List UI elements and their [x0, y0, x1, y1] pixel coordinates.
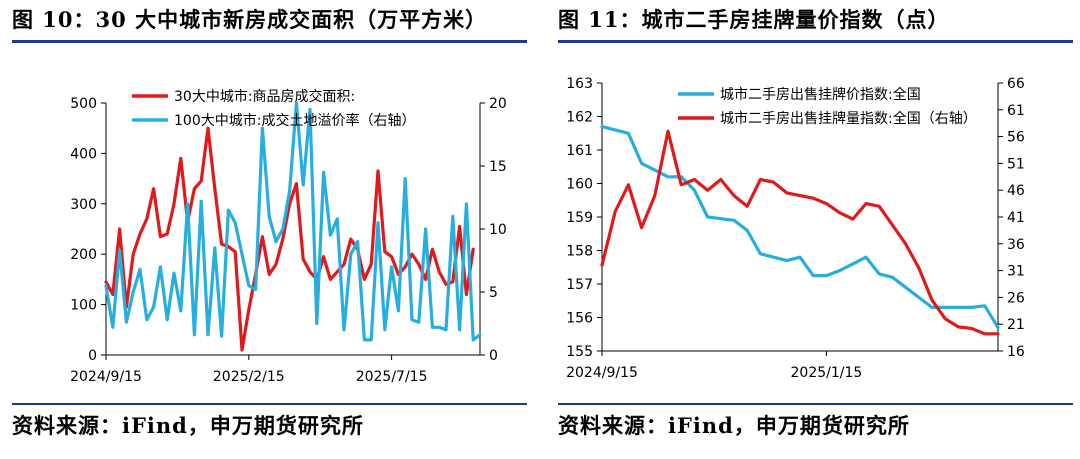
y-left-tick-label: 162 [566, 110, 593, 126]
y-left-tick-label: 157 [566, 277, 593, 293]
y-right-tick-label: 36 [1007, 237, 1025, 253]
right-panel: 图 11：城市二手房挂牌量价指数（点） 155 156 157 158 159 160 16… [558, 0, 1080, 459]
x-tick-label: 2024/9/15 [566, 365, 638, 381]
y-left-tick-label: 200 [70, 247, 97, 263]
series-line-red [600, 129, 1000, 336]
title-rule [12, 40, 527, 43]
source-note: 资料来源：iFind，申万期货研究所 [558, 413, 910, 438]
y-right-tick-label: 51 [1007, 156, 1025, 172]
y-left-tick-label: 0 [88, 348, 97, 364]
y-right-tick-label: 61 [1007, 103, 1025, 119]
y-left-tick-label: 500 [70, 96, 97, 112]
y-right-tick-label: 20 [489, 96, 507, 112]
y-right-tick-label: 26 [1007, 290, 1025, 306]
series-line-blue [104, 101, 482, 342]
source-rule [558, 403, 1073, 405]
y-left-tick-label: 160 [566, 177, 593, 193]
y-left-tick-label: 163 [566, 76, 593, 92]
y-left-tick-label: 300 [70, 197, 97, 213]
legend-label: 100大中城市:成交土地溢价率（右轴） [174, 112, 415, 129]
y-right-tick-label: 66 [1007, 76, 1025, 92]
y-right-tick-label: 41 [1007, 210, 1025, 226]
legend-label: 城市二手房出售挂牌量指数:全国（右轴） [720, 110, 977, 127]
y-right-tick-label: 0 [489, 348, 498, 364]
y-left-tick-label: 100 [70, 298, 97, 314]
x-tick-label: 2025/7/15 [356, 369, 428, 385]
title-rule [558, 40, 1073, 43]
y-left-tick-label: 155 [566, 344, 593, 360]
y-right-tick-label: 31 [1007, 264, 1025, 280]
y-left-tick-label: 158 [566, 244, 593, 260]
x-tick-label: 2025/2/15 [213, 369, 285, 385]
y-right-tick-label: 5 [489, 285, 498, 301]
series-line-blue [600, 124, 1000, 330]
legend-label: 30大中城市:商品房成交面积: [174, 88, 355, 105]
figure-title: 图 11：城市二手房挂牌量价指数（点） [558, 7, 950, 32]
x-tick-label: 2025/1/15 [791, 365, 863, 381]
y-right-tick-label: 46 [1007, 183, 1025, 199]
y-right-tick-label: 56 [1007, 130, 1025, 146]
y-left-tick-label: 156 [566, 311, 593, 327]
figure-title: 图 10：30 大中城市新房成交面积（万平方米） [12, 7, 488, 32]
y-left-tick-label: 161 [566, 143, 593, 159]
y-right-tick-label: 10 [489, 222, 507, 238]
source-rule [12, 403, 527, 405]
left-panel: 图 10：30 大中城市新房成交面积（万平方米） 0 100 200 300 400 50… [12, 0, 540, 459]
y-right-tick-label: 15 [489, 159, 507, 175]
y-right-tick-label: 21 [1007, 317, 1025, 333]
chart-second-hand-index: 155 156 157 158 159 160 161 162 163 16 21 26 31 36 41 4… [566, 76, 1025, 381]
y-left-tick-label: 400 [70, 146, 97, 162]
y-left-tick-label: 159 [566, 210, 593, 226]
chart-new-home-sales: 0 100 200 300 400 500 0 5 10 15 20 2024/9/15 2025/2/… [70, 88, 507, 385]
y-right-tick-label: 16 [1007, 344, 1025, 360]
x-tick-label: 2024/9/15 [70, 369, 142, 385]
series-line-red [104, 126, 475, 352]
legend-label: 城市二手房出售挂牌价指数:全国 [720, 86, 921, 103]
source-note: 资料来源：iFind，申万期货研究所 [12, 413, 364, 438]
